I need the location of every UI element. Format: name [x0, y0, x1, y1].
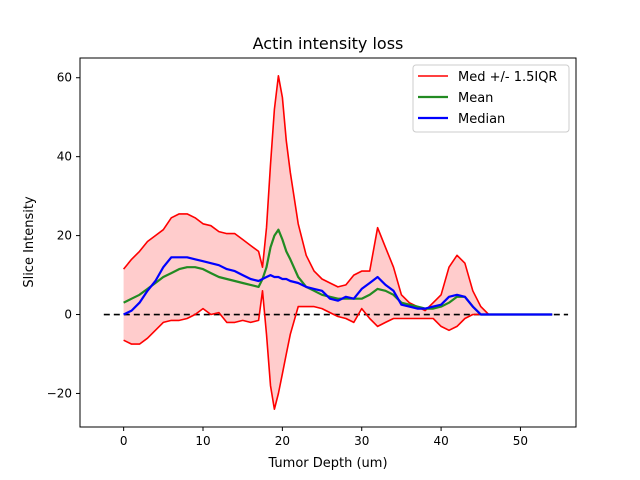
y-tick-label: 0 — [64, 308, 72, 322]
band-lower-line — [123, 289, 553, 411]
x-tick-label: 0 — [120, 434, 128, 448]
x-tick-label: 40 — [433, 434, 448, 448]
plot-frame — [79, 57, 577, 428]
chart-title: Actin intensity loss — [253, 34, 404, 53]
legend-label: Med +/- 1.5IQR — [458, 70, 557, 85]
y-tick-label: 20 — [57, 229, 72, 243]
legend-label: Median — [458, 112, 505, 127]
x-tick-label: 10 — [195, 434, 210, 448]
y-axis-label: Slice Intensity — [22, 196, 37, 288]
legend-label: Mean — [458, 91, 493, 106]
x-tick-label: 20 — [275, 434, 290, 448]
x-axis-label: Tumor Depth (um) — [267, 456, 387, 471]
band-upper-line — [122, 75, 553, 316]
x-tick-label: 50 — [513, 434, 528, 448]
y-tick-label: −20 — [47, 386, 72, 400]
y-tick-label: 60 — [57, 71, 72, 85]
median-line — [123, 256, 553, 316]
x-tick-label: 30 — [354, 434, 369, 448]
y-tick-label: 40 — [57, 150, 72, 164]
iqr-band-fill — [123, 75, 553, 410]
legend-box — [412, 64, 570, 133]
legend: Med +/- 1.5IQR Mean Median — [412, 64, 570, 133]
